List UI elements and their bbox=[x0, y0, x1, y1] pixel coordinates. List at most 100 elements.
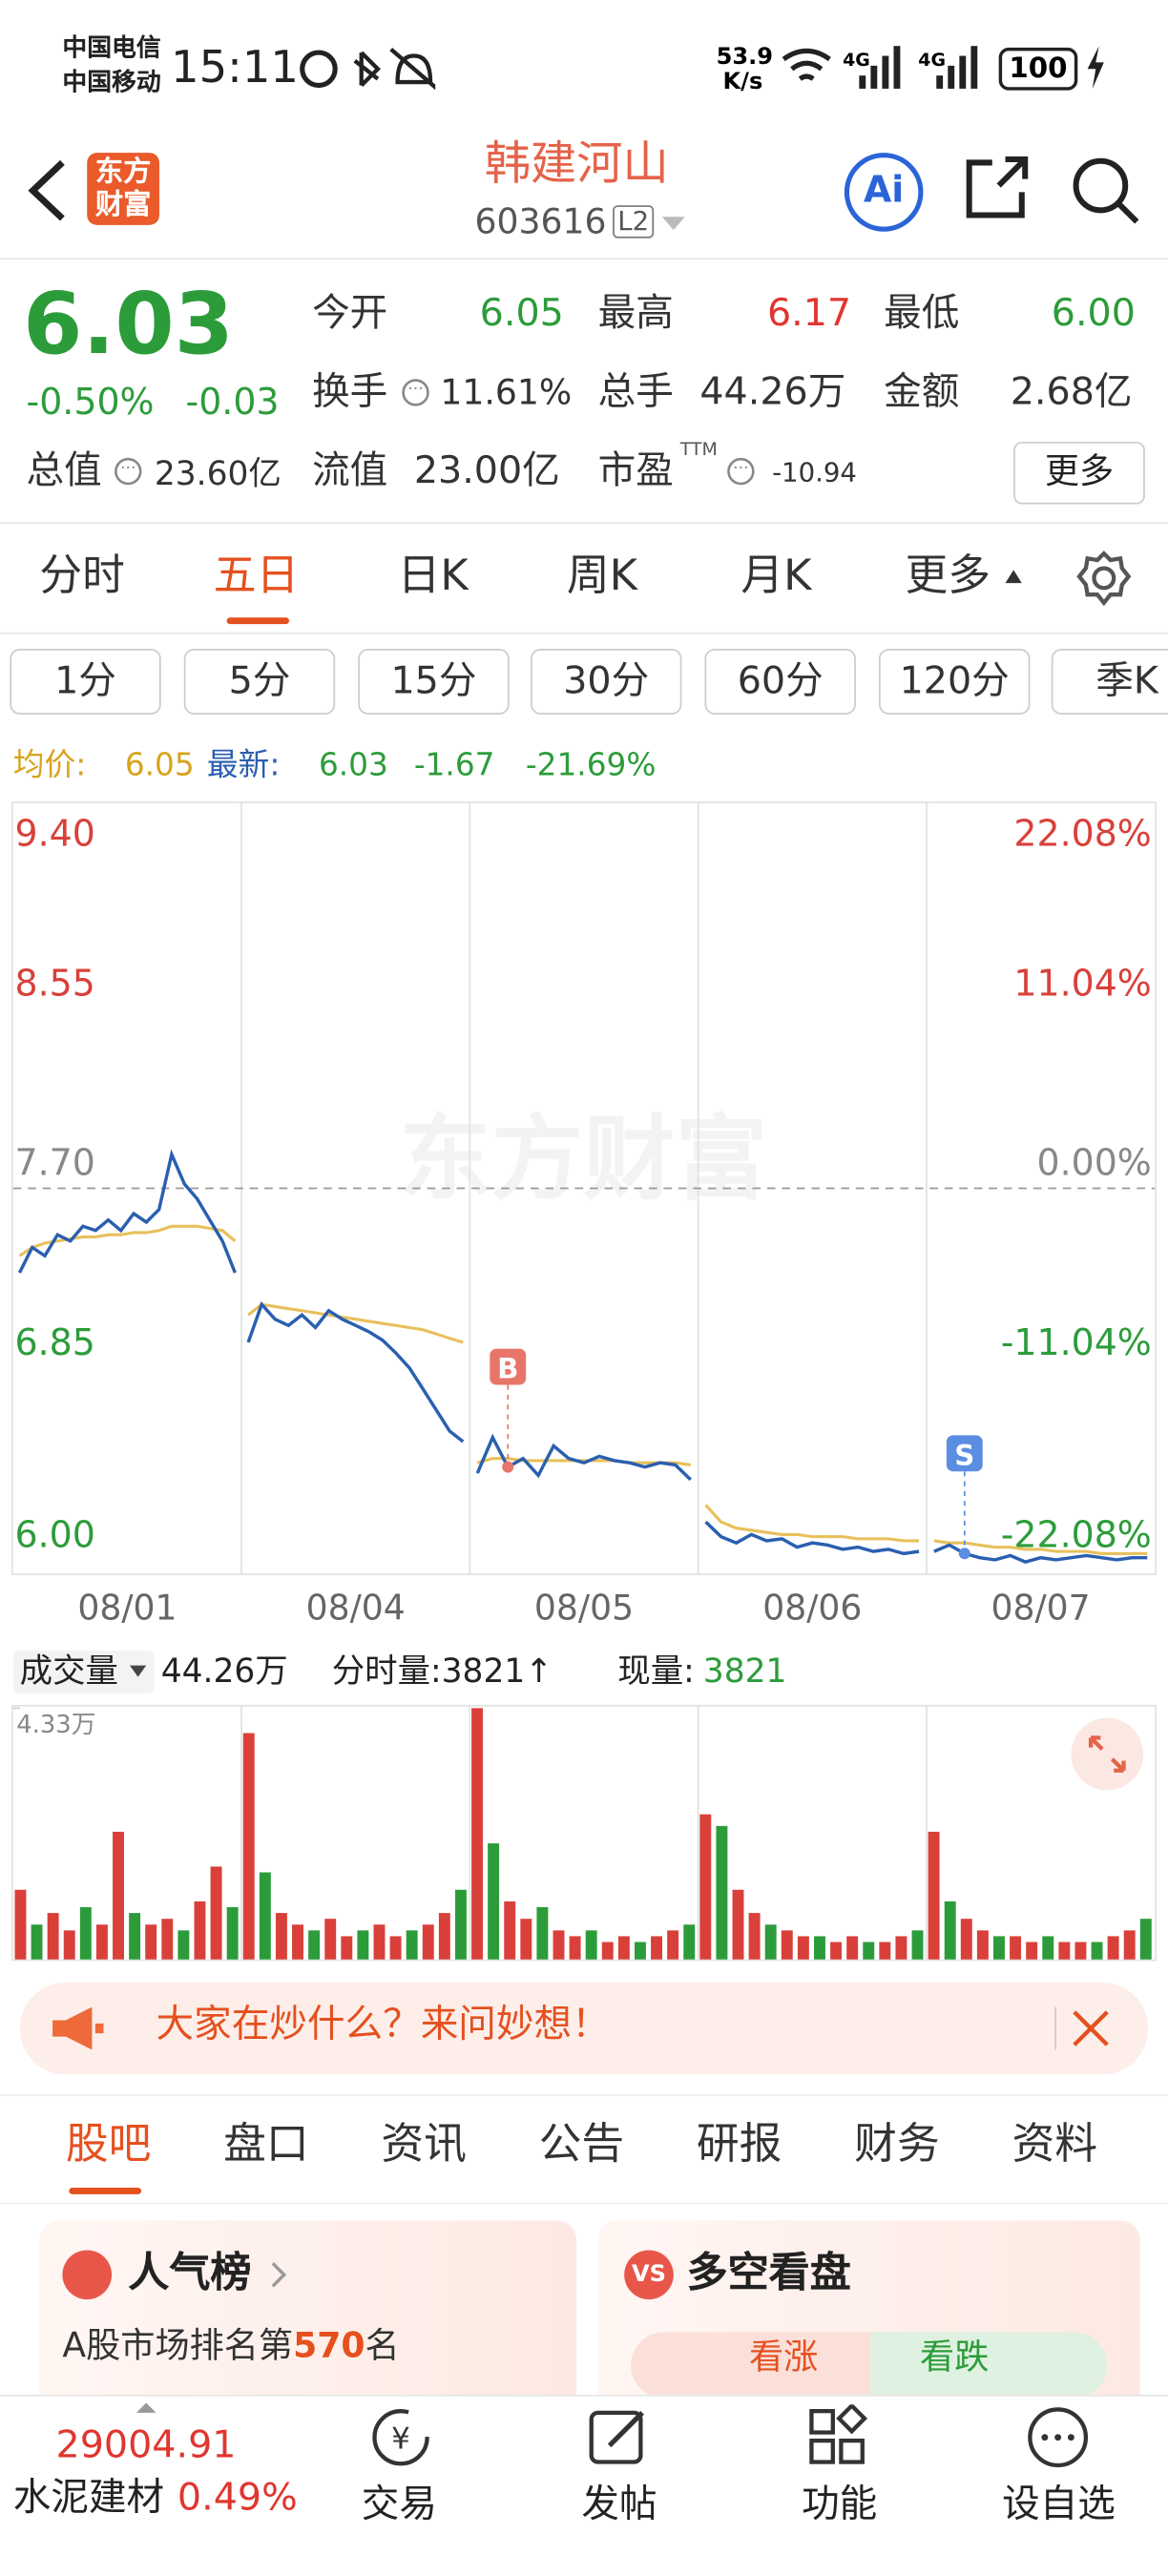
chart-tab[interactable]: 分时 bbox=[39, 551, 125, 602]
avg-line bbox=[247, 1302, 464, 1344]
trade-marker bbox=[490, 1348, 527, 1385]
tick-volume: 分时量:3821↑ bbox=[331, 1651, 553, 1691]
section-tab[interactable]: 资讯 bbox=[381, 2120, 467, 2171]
period-button[interactable]: 季K bbox=[1051, 648, 1168, 715]
volume-bar bbox=[1042, 1936, 1054, 1960]
volume-bar bbox=[976, 1930, 989, 1960]
volume-frame bbox=[11, 1704, 1157, 1962]
volume-bar bbox=[699, 1814, 712, 1960]
volume-bar bbox=[242, 1733, 255, 1960]
section-tab-active[interactable]: 股吧 bbox=[65, 2120, 152, 2171]
y-tick-label: 6.85 bbox=[14, 1321, 94, 1363]
volume-label: 成交量 bbox=[19, 1651, 118, 1691]
nav-item[interactable]: 发帖 bbox=[581, 2483, 657, 2526]
volume-bar bbox=[357, 1930, 369, 1960]
trade-marker-dot bbox=[958, 1548, 970, 1560]
price: 6.03 bbox=[23, 276, 234, 375]
info-icon[interactable]: ··· bbox=[401, 378, 430, 407]
period-button[interactable]: 30分 bbox=[531, 648, 682, 715]
period-button[interactable]: 120分 bbox=[879, 648, 1031, 715]
chart-tab[interactable]: 更多 bbox=[905, 551, 991, 602]
chart-tab-active[interactable]: 五日 bbox=[213, 551, 300, 602]
watchlist-icon[interactable] bbox=[1025, 2404, 1091, 2470]
divider bbox=[0, 2202, 1168, 2205]
up-button[interactable] bbox=[631, 2332, 871, 2399]
volume-bar bbox=[1139, 1919, 1152, 1960]
y2-tick-label: -11.04% bbox=[1001, 1321, 1152, 1363]
more-button[interactable]: 更多 bbox=[1013, 442, 1145, 505]
volume-bar bbox=[1010, 1936, 1022, 1960]
field-value: 2.68亿 bbox=[1010, 371, 1133, 414]
nav-item[interactable]: 交易 bbox=[361, 2483, 437, 2526]
down-button[interactable] bbox=[870, 2332, 1108, 2399]
battery: 100 bbox=[998, 47, 1078, 91]
volume-bar bbox=[748, 1913, 761, 1960]
volume-bar bbox=[830, 1942, 843, 1960]
rank-card[interactable] bbox=[39, 2220, 577, 2419]
search-button[interactable] bbox=[1071, 156, 1139, 225]
trade-marker-label: S bbox=[954, 1439, 974, 1471]
down-label: 看跌 bbox=[920, 2337, 990, 2378]
share-button[interactable] bbox=[963, 156, 1032, 222]
bull-bear-icon: VS bbox=[624, 2250, 674, 2300]
expand-button[interactable] bbox=[1071, 1717, 1144, 1791]
y2-tick-label: 22.08% bbox=[1013, 813, 1151, 855]
volume-bar bbox=[585, 1930, 597, 1960]
banner[interactable] bbox=[19, 1982, 1149, 2075]
volume-bar bbox=[31, 1924, 43, 1960]
chart-tab[interactable]: 周K bbox=[566, 551, 638, 602]
period-button[interactable]: 1分 bbox=[10, 648, 161, 715]
change-pct: -21.69% bbox=[525, 747, 657, 784]
period-button[interactable]: 15分 bbox=[358, 648, 510, 715]
volume-bar bbox=[324, 1919, 337, 1960]
chart-tab[interactable]: 月K bbox=[740, 551, 812, 602]
volume-bar bbox=[1058, 1942, 1071, 1960]
volume-bar bbox=[651, 1936, 663, 1960]
close-button[interactable] bbox=[1071, 2008, 1110, 2047]
volume-bar bbox=[145, 1924, 157, 1960]
dropdown-arrow[interactable] bbox=[660, 214, 687, 234]
field-label: 最高 bbox=[597, 292, 674, 336]
nav-item[interactable]: 功能 bbox=[802, 2483, 878, 2526]
volume-bar bbox=[438, 1913, 450, 1960]
section-tab[interactable]: 资料 bbox=[1012, 2120, 1097, 2171]
volume-bar bbox=[454, 1889, 467, 1960]
field-label: 流值 bbox=[312, 449, 388, 493]
chart-tab[interactable]: 日K bbox=[397, 551, 469, 602]
trade-icon[interactable]: ¥ bbox=[368, 2404, 434, 2470]
back-button[interactable] bbox=[23, 157, 73, 223]
megaphone-icon bbox=[52, 2006, 104, 2050]
section-tab[interactable]: 盘口 bbox=[223, 2120, 309, 2171]
section-tab[interactable]: 财务 bbox=[854, 2120, 940, 2171]
volume-dropdown[interactable] bbox=[12, 1651, 155, 1693]
field-value: -10.94 bbox=[772, 456, 857, 488]
field-label: 金额 bbox=[884, 371, 960, 414]
volume-bar bbox=[895, 1936, 907, 1960]
volume-bar bbox=[63, 1930, 75, 1960]
post-icon[interactable] bbox=[587, 2404, 653, 2470]
tab-arrow bbox=[1005, 570, 1022, 584]
info-icon[interactable]: ··· bbox=[114, 457, 143, 487]
section-tab[interactable]: 研报 bbox=[696, 2120, 782, 2171]
net-speed-unit: K/s bbox=[722, 69, 763, 95]
function-icon[interactable] bbox=[805, 2404, 871, 2470]
volume-bar bbox=[944, 1901, 956, 1960]
index-name: 水泥建材 bbox=[12, 2477, 165, 2520]
x-tick-label: 08/06 bbox=[762, 1587, 862, 1628]
ai-button[interactable]: Ai bbox=[844, 153, 924, 232]
y-tick-label: 9.40 bbox=[14, 813, 94, 855]
volume-bar bbox=[764, 1924, 777, 1960]
info-icon[interactable]: ··· bbox=[726, 457, 756, 487]
section-tab[interactable]: 公告 bbox=[538, 2120, 625, 2171]
settings-button[interactable] bbox=[1074, 549, 1134, 608]
volume-bar bbox=[716, 1825, 728, 1960]
period-button[interactable]: 60分 bbox=[704, 648, 856, 715]
nav-item[interactable]: 设自选 bbox=[1002, 2483, 1116, 2526]
volume-bar bbox=[373, 1924, 386, 1960]
index-change: 0.49% bbox=[177, 2477, 298, 2520]
charging-icon bbox=[1087, 46, 1104, 89]
volume-bar bbox=[732, 1889, 744, 1960]
period-button[interactable]: 5分 bbox=[183, 648, 336, 715]
volume-bar bbox=[292, 1924, 303, 1960]
